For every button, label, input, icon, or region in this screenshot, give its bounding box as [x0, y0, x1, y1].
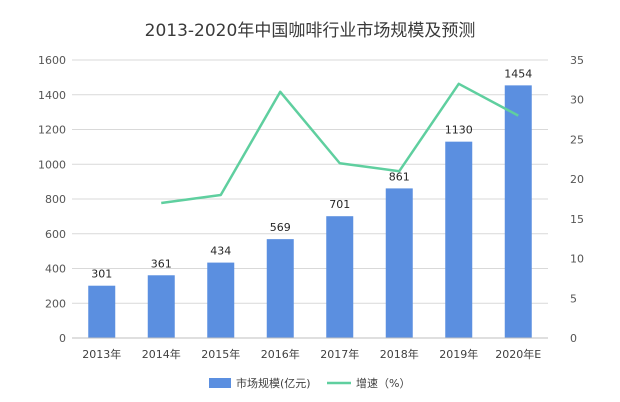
right-tick-label: 5 [570, 292, 577, 305]
x-tick-label: 2017年 [320, 347, 359, 361]
bar-data-label: 361 [151, 257, 172, 270]
legend-line-label: 增速（%） [356, 376, 410, 390]
legend-bar-label: 市场规模(亿元) [236, 376, 311, 390]
bar [147, 275, 175, 338]
bar-data-label: 1454 [504, 67, 532, 80]
bar [504, 85, 532, 339]
x-tick-label: 2015年 [201, 347, 240, 361]
x-tick-label: 2018年 [380, 347, 419, 361]
gridlines [72, 59, 548, 304]
x-tick-label: 2014年 [142, 347, 181, 361]
bar [207, 262, 235, 338]
left-tick-label: 1000 [38, 158, 66, 171]
growth-line-series [161, 82, 519, 205]
right-tick-label: 20 [570, 173, 584, 186]
bar-data-label: 434 [210, 245, 231, 258]
x-axis: 2013年 2014年 2015年 2016年 2017年 2018年 2019年 2020年… [72, 337, 548, 361]
left-tick-label: 1200 [38, 124, 66, 137]
right-y-axis: 0 5 10 15 20 25 30 35 [570, 54, 584, 345]
left-y-axis: 0 200 400 600 800 1000 1200 1400 1600 [38, 54, 66, 345]
bar [445, 141, 473, 338]
x-tick-label: 2013年 [82, 347, 121, 361]
bar [326, 216, 354, 338]
bar [88, 285, 116, 338]
chart-title: 2013-2020年中国咖啡行业市场规模及预测 [145, 21, 476, 41]
right-tick-label: 30 [570, 94, 584, 107]
x-tick-label: 2019年 [439, 347, 478, 361]
left-tick-label: 1400 [38, 89, 66, 102]
right-tick-label: 0 [570, 332, 577, 345]
bar-data-label: 861 [389, 170, 410, 183]
right-tick-label: 10 [570, 253, 584, 266]
bar [385, 188, 413, 338]
left-tick-label: 400 [45, 263, 66, 276]
right-tick-label: 25 [570, 133, 584, 146]
bar-data-label: 1130 [445, 124, 473, 137]
left-tick-label: 800 [45, 193, 66, 206]
right-tick-label: 15 [570, 213, 584, 226]
bar [266, 239, 294, 338]
left-tick-label: 200 [45, 297, 66, 310]
left-tick-label: 600 [45, 228, 66, 241]
x-tick-label: 2016年 [261, 347, 300, 361]
bar-data-label: 301 [91, 268, 112, 281]
legend-bar-swatch [209, 378, 231, 388]
right-tick-label: 35 [570, 54, 584, 67]
data-labels: 301 361 434 569 701 861 1130 1454 [91, 67, 532, 280]
bar-data-label: 701 [329, 198, 350, 211]
bar-data-label: 569 [270, 221, 291, 234]
bar-series [88, 85, 532, 339]
legend: 市场规模(亿元) 增速（%） [209, 376, 410, 390]
left-tick-label: 0 [59, 332, 66, 345]
x-tick-label: 2020年E [495, 347, 541, 361]
left-tick-label: 1600 [38, 54, 66, 67]
